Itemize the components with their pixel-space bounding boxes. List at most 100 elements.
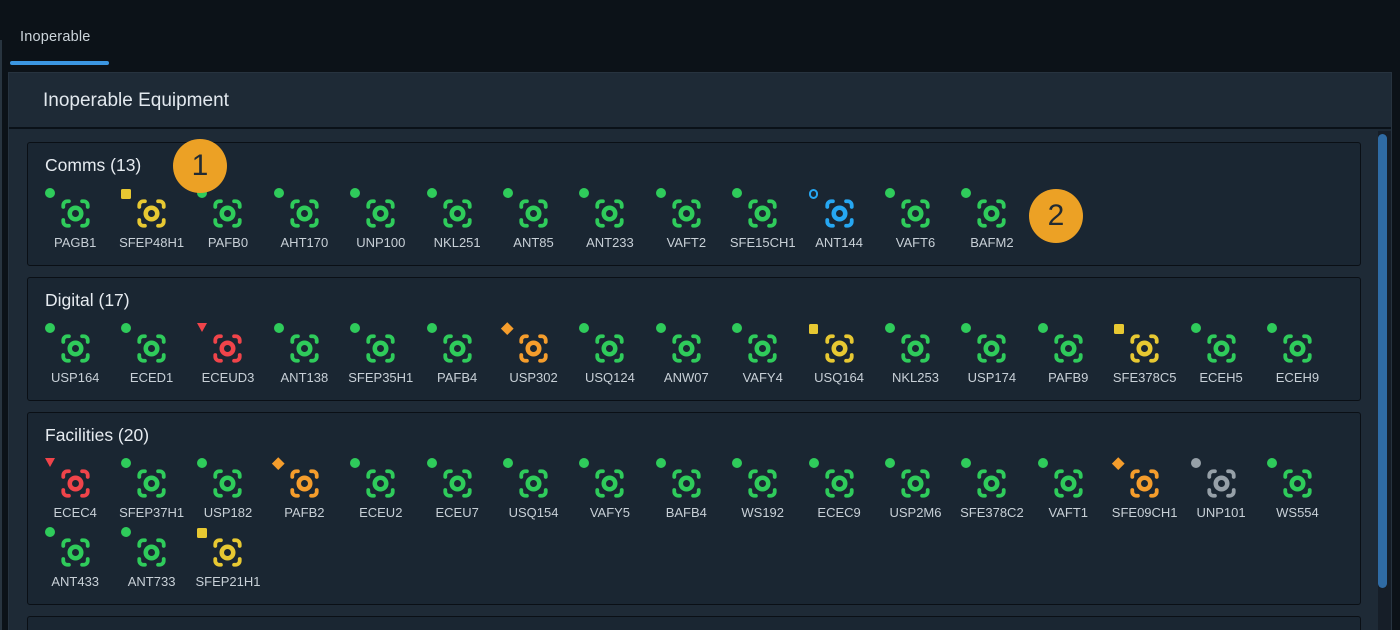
- equipment-item[interactable]: USQ154: [495, 456, 571, 525]
- equipment-label: ANT433: [51, 574, 100, 589]
- equipment-item[interactable]: NKL253: [877, 321, 953, 390]
- equipment-item[interactable]: ANT144: [801, 186, 877, 255]
- scrollbar-track: [1378, 131, 1391, 630]
- equipment-item[interactable]: PAFB9: [1030, 321, 1106, 390]
- equipment-icon-wrap: [579, 458, 628, 502]
- equipment-item[interactable]: ANT433: [37, 525, 113, 594]
- equipment-item[interactable]: PAFB4: [419, 321, 495, 390]
- equipment-icon-wrap: [44, 527, 94, 571]
- equipment-label: ECEUD3: [201, 370, 255, 385]
- crosshair-target-icon: [897, 195, 934, 232]
- status-diamond-indicator: [1112, 457, 1125, 470]
- equipment-icon-wrap: [1190, 323, 1240, 367]
- equipment-item[interactable]: VAFT1: [1030, 456, 1106, 525]
- status-dot-indicator: [732, 323, 743, 333]
- equipment-icon-wrap: [732, 458, 781, 502]
- equipment-icon-wrap: [44, 323, 94, 367]
- equipment-item[interactable]: VAFY4: [725, 321, 801, 390]
- equipment-item[interactable]: ANT138: [266, 321, 342, 390]
- equipment-item[interactable]: PAFB0: [190, 186, 266, 255]
- crosshair-target-icon: [209, 195, 246, 232]
- status-dot-indicator: [121, 323, 132, 333]
- equipment-item[interactable]: USQ164: [801, 321, 877, 390]
- status-dot-indicator: [121, 527, 132, 537]
- equipment-item[interactable]: VAFT2: [648, 186, 724, 255]
- equipment-item[interactable]: SFEP48H1: [113, 186, 189, 255]
- sections-container: Comms (13) PAGB1 SFEP48H1 PAFB0 AHT170 UNP100…: [9, 129, 1391, 630]
- status-square-indicator: [808, 324, 819, 334]
- equipment-item[interactable]: ECEC9: [801, 456, 877, 525]
- equipment-label: SFE15CH1: [729, 235, 796, 250]
- equipment-icon-wrap: [961, 458, 1010, 502]
- equipment-label: VAFT1: [1048, 505, 1089, 520]
- equipment-item[interactable]: ECEU2: [343, 456, 419, 525]
- status-diamond-indicator: [501, 322, 514, 335]
- equipment-item[interactable]: ECEUD3: [190, 321, 266, 390]
- equipment-item[interactable]: ECEU7: [419, 456, 495, 525]
- crosshair-target-icon: [57, 534, 94, 571]
- status-dot-indicator: [1037, 458, 1048, 468]
- equipment-item[interactable]: AHT170: [266, 186, 342, 255]
- equipment-icon-wrap: [808, 458, 858, 502]
- equipment-label: ANT733: [127, 574, 176, 589]
- equipment-label: USQ154: [508, 505, 559, 520]
- equipment-item[interactable]: ANT85: [495, 186, 571, 255]
- equipment-label: ANT233: [586, 235, 634, 250]
- equipment-item[interactable]: SFEP21H1: [190, 525, 266, 594]
- status-dot-indicator: [44, 323, 55, 333]
- equipment-icon-wrap: [1037, 323, 1087, 367]
- equipment-item[interactable]: WS192: [725, 456, 801, 525]
- crosshair-target-icon: [1203, 465, 1240, 502]
- equipment-item[interactable]: PAFB2: [266, 456, 342, 525]
- equipment-item[interactable]: SFE378C5: [1106, 321, 1182, 390]
- status-dot-indicator: [884, 458, 895, 468]
- equipment-item[interactable]: USP182: [190, 456, 266, 525]
- equipment-item[interactable]: VAFY5: [572, 456, 648, 525]
- equipment-label: PAGB1: [54, 235, 97, 250]
- equipment-label: BAFM2: [970, 235, 1014, 250]
- status-triangle-down-indicator: [44, 458, 55, 467]
- equipment-item[interactable]: NKL251: [419, 186, 495, 255]
- equipment-item[interactable]: USP302: [495, 321, 571, 390]
- equipment-item[interactable]: WS554: [1259, 456, 1335, 525]
- equipment-icon-wrap: [1112, 457, 1163, 502]
- equipment-label: ECED1: [129, 370, 174, 385]
- scrollbar-thumb[interactable]: [1378, 134, 1387, 588]
- status-square-indicator: [1114, 324, 1124, 334]
- equipment-item[interactable]: BAFM2: [954, 186, 1030, 255]
- equipment-label: BAFB4: [665, 505, 707, 520]
- equipment-item[interactable]: ECEH5: [1183, 321, 1259, 390]
- equipment-item[interactable]: SFE378C2: [954, 456, 1030, 525]
- equipment-label: NKL251: [433, 235, 481, 250]
- equipment-item[interactable]: ANT233: [572, 186, 648, 255]
- equipment-item[interactable]: VAFT6: [877, 186, 953, 255]
- equipment-item[interactable]: BAFB4: [648, 456, 724, 525]
- crosshair-target-icon: [286, 330, 323, 367]
- equipment-item[interactable]: USP174: [954, 321, 1030, 390]
- equipment-item[interactable]: UNP100: [343, 186, 419, 255]
- status-square-indicator: [121, 189, 131, 199]
- tab-inoperable[interactable]: Inoperable: [20, 29, 91, 45]
- equipment-item[interactable]: UNP101: [1183, 456, 1259, 525]
- equipment-item[interactable]: USP164: [37, 321, 113, 390]
- equipment-item[interactable]: ECEC4: [37, 456, 113, 525]
- equipment-icon-wrap: [1114, 324, 1163, 367]
- equipment-item[interactable]: ANT733: [113, 525, 189, 594]
- equipment-label: VAFY5: [589, 505, 631, 520]
- equipment-item[interactable]: ECED1: [113, 321, 189, 390]
- equipment-item[interactable]: ECEH9: [1259, 321, 1335, 390]
- equipment-icon-wrap: [121, 458, 170, 502]
- status-dot-indicator: [503, 458, 514, 468]
- equipment-icon-wrap: [121, 189, 170, 232]
- equipment-label: VAFT2: [666, 235, 707, 250]
- equipment-icon-wrap: [426, 323, 476, 367]
- crosshair-target-icon: [1279, 465, 1316, 502]
- equipment-item[interactable]: SFEP37H1: [113, 456, 189, 525]
- equipment-item[interactable]: USP2M6: [877, 456, 953, 525]
- equipment-item[interactable]: ANW07: [648, 321, 724, 390]
- equipment-item[interactable]: SFE09CH1: [1106, 456, 1182, 525]
- equipment-item[interactable]: SFEP35H1: [343, 321, 419, 390]
- equipment-item[interactable]: SFE15CH1: [725, 186, 801, 255]
- equipment-item[interactable]: PAGB1: [37, 186, 113, 255]
- equipment-item[interactable]: USQ124: [572, 321, 648, 390]
